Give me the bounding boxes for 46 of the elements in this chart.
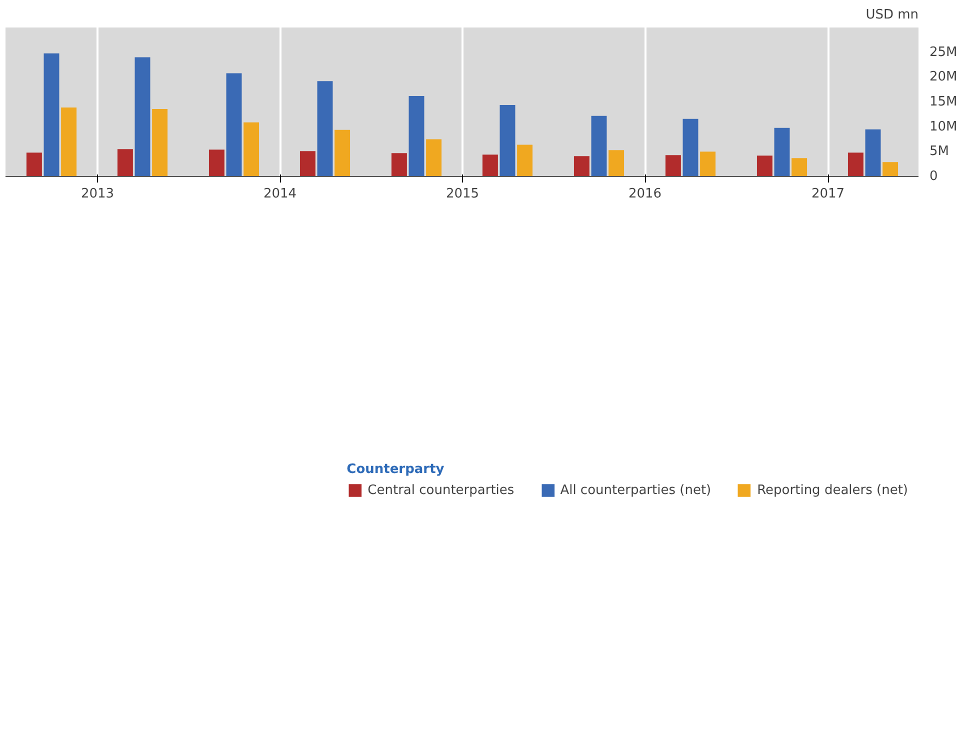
bar xyxy=(117,149,133,176)
y-tick-label: 10M xyxy=(930,119,958,134)
bar xyxy=(244,122,260,176)
bar xyxy=(608,150,624,176)
bar xyxy=(665,155,681,176)
bar xyxy=(317,81,333,176)
bar xyxy=(756,156,772,176)
legend-label: All counterparties (net) xyxy=(560,482,712,498)
bar xyxy=(574,156,590,176)
bar xyxy=(700,152,716,176)
y-tick-label: 20M xyxy=(930,70,958,85)
x-tick-label: 2015 xyxy=(446,186,480,202)
bar xyxy=(517,144,533,176)
bar xyxy=(482,154,498,176)
y-axis-title: USD mn xyxy=(866,8,918,22)
bar xyxy=(152,108,168,176)
bar xyxy=(26,152,42,176)
legend-title: Counterparty xyxy=(346,462,446,477)
legend-label: Reporting dealers (net) xyxy=(757,482,908,498)
x-tick-label: 2014 xyxy=(263,186,297,202)
x-tick-label: 2013 xyxy=(80,186,114,202)
y-tick-label: 25M xyxy=(930,44,958,60)
bar xyxy=(300,151,316,176)
bar xyxy=(774,128,790,176)
y-tick-label: 0 xyxy=(930,169,938,184)
x-tick-label: 2016 xyxy=(628,186,662,202)
bar xyxy=(334,130,350,176)
bar xyxy=(226,73,242,176)
bar xyxy=(391,153,407,176)
bar xyxy=(408,96,424,176)
y-tick-label: 15M xyxy=(930,94,958,110)
bar xyxy=(61,107,77,176)
legend-label: Central counterparties xyxy=(368,482,514,498)
bar xyxy=(865,129,881,176)
bar xyxy=(134,57,150,176)
bar xyxy=(792,158,808,176)
bar xyxy=(682,118,698,176)
x-tick-label: 2017 xyxy=(811,186,845,202)
bar xyxy=(44,53,60,176)
bar xyxy=(426,139,442,176)
bar xyxy=(208,150,224,176)
bar xyxy=(500,104,516,176)
bar xyxy=(591,116,607,176)
bar xyxy=(848,152,864,176)
bar xyxy=(882,162,898,176)
y-tick-label: 5M xyxy=(930,144,949,160)
